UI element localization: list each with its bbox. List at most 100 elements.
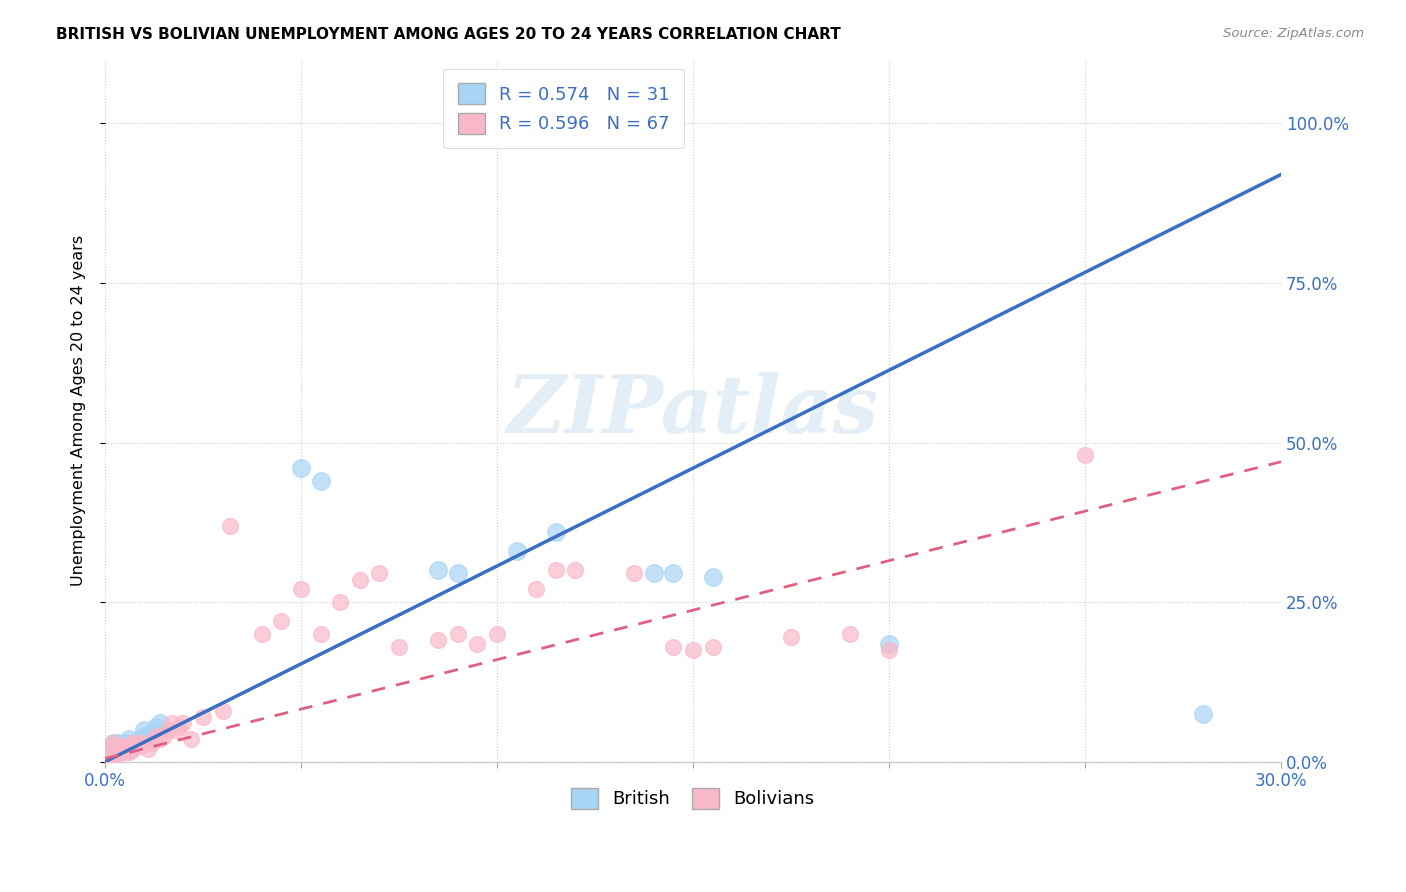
Point xyxy=(105,745,128,759)
Point xyxy=(564,563,586,577)
Point xyxy=(447,627,470,641)
Point xyxy=(160,716,183,731)
Point xyxy=(544,563,567,577)
Point xyxy=(136,729,159,743)
Point xyxy=(447,566,470,581)
Point xyxy=(149,732,172,747)
Point xyxy=(290,582,312,597)
Point xyxy=(101,742,124,756)
Point xyxy=(877,637,900,651)
Point xyxy=(141,736,163,750)
Point xyxy=(105,748,128,763)
Text: Source: ZipAtlas.com: Source: ZipAtlas.com xyxy=(1223,27,1364,40)
Point xyxy=(117,742,139,756)
Point xyxy=(125,739,148,753)
Point xyxy=(270,615,292,629)
Point xyxy=(134,723,156,737)
Point xyxy=(114,739,136,753)
Point xyxy=(110,739,132,753)
Point xyxy=(165,723,187,737)
Point xyxy=(219,518,242,533)
Point xyxy=(662,640,685,654)
Point xyxy=(110,745,132,759)
Point xyxy=(149,716,172,731)
Point xyxy=(121,736,143,750)
Point xyxy=(97,745,120,759)
Point xyxy=(114,745,136,759)
Point xyxy=(129,732,152,747)
Point xyxy=(1191,706,1213,721)
Point xyxy=(105,742,128,756)
Point xyxy=(114,736,136,750)
Point xyxy=(97,751,120,765)
Point xyxy=(134,729,156,743)
Point xyxy=(97,745,120,759)
Point xyxy=(702,569,724,583)
Point xyxy=(101,736,124,750)
Point xyxy=(97,748,120,763)
Point xyxy=(117,739,139,753)
Point xyxy=(682,643,704,657)
Point xyxy=(643,566,665,581)
Point xyxy=(117,745,139,759)
Point xyxy=(309,474,332,488)
Point xyxy=(169,720,191,734)
Point xyxy=(121,742,143,756)
Point xyxy=(329,595,352,609)
Point xyxy=(129,736,152,750)
Point xyxy=(172,716,194,731)
Point xyxy=(101,748,124,763)
Point xyxy=(662,566,685,581)
Text: ZIPatlas: ZIPatlas xyxy=(508,372,879,450)
Point xyxy=(467,637,489,651)
Point xyxy=(101,742,124,756)
Point xyxy=(97,748,120,763)
Point xyxy=(141,726,163,740)
Point xyxy=(105,736,128,750)
Legend: British, Bolivians: British, Bolivians xyxy=(564,780,823,816)
Text: BRITISH VS BOLIVIAN UNEMPLOYMENT AMONG AGES 20 TO 24 YEARS CORRELATION CHART: BRITISH VS BOLIVIAN UNEMPLOYMENT AMONG A… xyxy=(56,27,841,42)
Point xyxy=(110,739,132,753)
Point xyxy=(544,524,567,539)
Point xyxy=(101,736,124,750)
Point xyxy=(97,742,120,756)
Point xyxy=(110,742,132,756)
Point xyxy=(524,582,547,597)
Point xyxy=(388,640,411,654)
Point xyxy=(136,742,159,756)
Point xyxy=(134,736,156,750)
Point xyxy=(114,742,136,756)
Point xyxy=(97,748,120,763)
Y-axis label: Unemployment Among Ages 20 to 24 years: Unemployment Among Ages 20 to 24 years xyxy=(72,235,86,586)
Point xyxy=(125,736,148,750)
Point xyxy=(368,566,391,581)
Point xyxy=(105,742,128,756)
Point xyxy=(191,710,214,724)
Point xyxy=(877,643,900,657)
Point xyxy=(623,566,645,581)
Point xyxy=(125,736,148,750)
Point xyxy=(101,739,124,753)
Point xyxy=(105,739,128,753)
Point xyxy=(505,544,527,558)
Point xyxy=(290,461,312,475)
Point xyxy=(129,739,152,753)
Point xyxy=(838,627,860,641)
Point xyxy=(250,627,273,641)
Point xyxy=(309,627,332,641)
Point xyxy=(156,723,179,737)
Point xyxy=(145,729,167,743)
Point xyxy=(780,630,803,644)
Point xyxy=(145,720,167,734)
Point xyxy=(117,732,139,747)
Point xyxy=(702,640,724,654)
Point xyxy=(180,732,202,747)
Point xyxy=(485,627,508,641)
Point xyxy=(211,704,233,718)
Point xyxy=(101,739,124,753)
Point xyxy=(121,742,143,756)
Point xyxy=(101,745,124,759)
Point xyxy=(349,573,371,587)
Point xyxy=(427,633,450,648)
Point xyxy=(427,563,450,577)
